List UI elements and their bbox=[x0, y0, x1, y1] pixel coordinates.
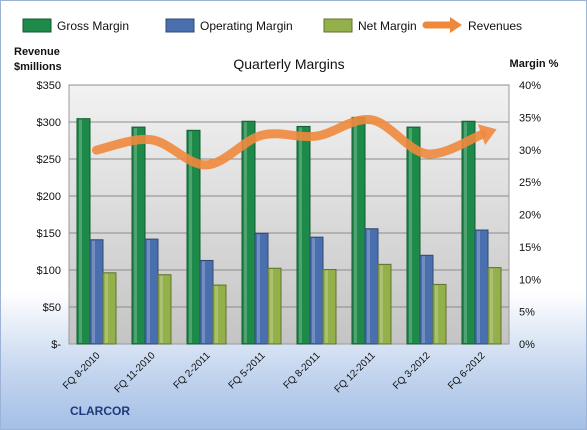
bar bbox=[432, 283, 447, 345]
bar-highlight bbox=[92, 240, 95, 343]
x-tick-label: FQ 3-2012 bbox=[391, 350, 433, 392]
bar bbox=[364, 228, 379, 345]
bars bbox=[76, 116, 502, 345]
bar-highlight bbox=[189, 131, 192, 343]
left-tick-label: $100 bbox=[37, 265, 61, 277]
bar-highlight bbox=[367, 229, 370, 343]
bar bbox=[419, 254, 434, 345]
x-tick-label: FQ 5-2011 bbox=[227, 350, 268, 391]
revenue-line bbox=[92, 115, 497, 170]
bar-highlight bbox=[464, 122, 467, 343]
legend-arrow bbox=[450, 17, 462, 33]
bar bbox=[351, 116, 366, 345]
left-axis-label: Revenue $millions bbox=[14, 46, 63, 73]
legend-swatch bbox=[323, 18, 353, 33]
chart-title: Quarterly Margins bbox=[233, 56, 344, 72]
left-tick-label: $150 bbox=[37, 228, 61, 240]
left-tick-label: $- bbox=[51, 339, 61, 351]
legend: Gross Margin Operating Margin Net Margin Re… bbox=[22, 17, 522, 33]
bar bbox=[487, 267, 502, 345]
x-tick-label: FQ 2-2011 bbox=[172, 350, 213, 391]
bar-highlight bbox=[435, 285, 438, 343]
right-tick-label: 25% bbox=[519, 177, 541, 189]
bar bbox=[267, 267, 282, 345]
legend-label: Operating Margin bbox=[200, 19, 293, 33]
x-tick-label: FQ 8-2011 bbox=[282, 350, 323, 391]
bar-highlight bbox=[312, 238, 315, 343]
right-tick-label: 35% bbox=[519, 112, 541, 124]
right-tick-label: 20% bbox=[519, 210, 541, 222]
bar bbox=[241, 120, 256, 345]
right-tick-label: 30% bbox=[519, 145, 541, 157]
left-tick-label: $250 bbox=[37, 154, 61, 166]
bar bbox=[296, 125, 311, 345]
bar-highlight bbox=[409, 128, 412, 343]
legend-swatch bbox=[22, 18, 52, 33]
bar bbox=[254, 232, 269, 345]
right-tick-label: 40% bbox=[519, 80, 541, 92]
bar-highlight bbox=[380, 265, 383, 343]
bar-highlight bbox=[354, 118, 357, 343]
bar bbox=[322, 269, 337, 345]
right-axis-label: Margin % bbox=[510, 58, 559, 70]
x-tick-label: FQ 6-2012 bbox=[446, 350, 488, 392]
bar-highlight bbox=[215, 286, 218, 343]
bar bbox=[157, 274, 172, 345]
legend-label: Revenues bbox=[468, 19, 522, 33]
bar-highlight bbox=[202, 261, 205, 343]
bar bbox=[377, 263, 392, 345]
bar bbox=[406, 126, 421, 345]
legend-label: Gross Margin bbox=[57, 19, 129, 33]
right-tick-label: 10% bbox=[519, 274, 541, 286]
bar-highlight bbox=[79, 119, 82, 343]
bar-highlight bbox=[270, 269, 273, 343]
bar-highlight bbox=[325, 270, 328, 343]
bar-highlight bbox=[299, 127, 302, 343]
bar-highlight bbox=[160, 275, 163, 343]
bar-highlight bbox=[105, 273, 108, 343]
bar bbox=[131, 126, 146, 345]
bar bbox=[76, 118, 91, 345]
left-tick-label: $200 bbox=[37, 191, 61, 203]
bar-highlight bbox=[477, 231, 480, 343]
left-tick-label: $350 bbox=[37, 80, 61, 92]
bar bbox=[461, 120, 476, 345]
bar bbox=[199, 259, 214, 345]
bar bbox=[89, 239, 104, 345]
bar bbox=[186, 129, 201, 345]
bar bbox=[474, 229, 489, 345]
x-tick-label: FQ 11-2010 bbox=[113, 350, 158, 395]
right-tick-label: 15% bbox=[519, 242, 541, 254]
left-tick-label: $50 bbox=[43, 302, 61, 314]
x-tick-label: FQ 12-2011 bbox=[333, 350, 378, 395]
right-tick-label: 0% bbox=[519, 339, 535, 351]
bar bbox=[102, 272, 117, 345]
legend-swatch bbox=[165, 18, 195, 33]
bar-highlight bbox=[490, 268, 493, 343]
left-tick-label: $300 bbox=[37, 117, 61, 129]
legend-label: Net Margin bbox=[358, 19, 417, 33]
bar-highlight bbox=[244, 122, 247, 343]
bar-highlight bbox=[147, 240, 150, 343]
bar-highlight bbox=[422, 256, 425, 343]
brand-label: CLARCOR bbox=[70, 404, 130, 418]
x-tick-label: FQ 8-2010 bbox=[61, 350, 103, 392]
revenue-line-path bbox=[92, 115, 486, 170]
bar-highlight bbox=[257, 234, 260, 343]
bar-highlight bbox=[134, 128, 137, 343]
revenue-arrow-head bbox=[477, 124, 497, 145]
bar bbox=[212, 284, 227, 345]
bar bbox=[309, 236, 324, 345]
bar bbox=[144, 238, 159, 345]
right-tick-label: 5% bbox=[519, 307, 535, 319]
